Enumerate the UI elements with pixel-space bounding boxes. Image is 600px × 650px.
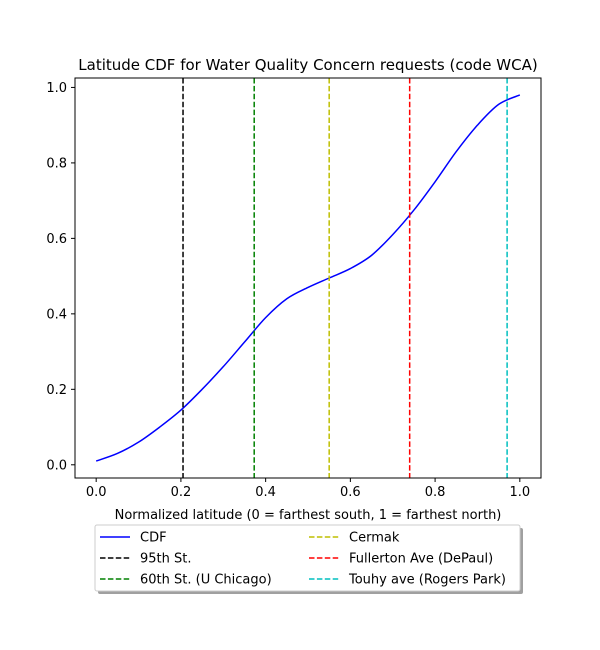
chart-title: Latitude CDF for Water Quality Concern r… — [78, 56, 537, 74]
x-tick-label: 0.4 — [255, 485, 276, 500]
x-tick-label: 1.0 — [509, 485, 530, 500]
y-tick-label: 0.8 — [46, 156, 67, 171]
x-axis: 0.0 0.2 0.4 0.6 0.8 1.0 — [86, 478, 530, 500]
legend-label: Fullerton Ave (DePaul) — [349, 552, 493, 567]
y-tick-label: 0.6 — [46, 232, 67, 247]
y-tick-label: 0.4 — [46, 307, 67, 322]
x-axis-label: Normalized latitude (0 = farthest south,… — [115, 508, 502, 523]
legend-label: CDF — [140, 531, 167, 546]
y-tick-label: 0.0 — [46, 458, 67, 473]
legend-label: 60th St. (U Chicago) — [140, 573, 272, 588]
x-tick-label: 0.0 — [86, 485, 107, 500]
series-line-cdf — [95, 94, 521, 462]
legend-label: 95th St. — [140, 552, 192, 567]
legend-items: CDF 95th St. 60th St. (U Chicago) Cermak Ful… — [100, 531, 506, 588]
x-tick-label: 0.8 — [425, 485, 446, 500]
x-tick-label: 0.2 — [171, 485, 192, 500]
x-tick-label: 0.6 — [340, 485, 361, 500]
y-tick-label: 0.2 — [46, 383, 67, 398]
y-axis: 0.0 0.2 0.4 0.6 0.8 1.0 — [46, 81, 75, 473]
legend-label: Touhy ave (Rogers Park) — [348, 573, 506, 588]
legend: CDF 95th St. 60th St. (U Chicago) Cermak Ful… — [94, 524, 523, 594]
legend-box — [94, 524, 521, 592]
legend-label: Cermak — [349, 531, 400, 546]
plot-area — [95, 78, 521, 478]
axes-frame — [74, 77, 542, 479]
y-tick-label: 1.0 — [46, 81, 67, 96]
